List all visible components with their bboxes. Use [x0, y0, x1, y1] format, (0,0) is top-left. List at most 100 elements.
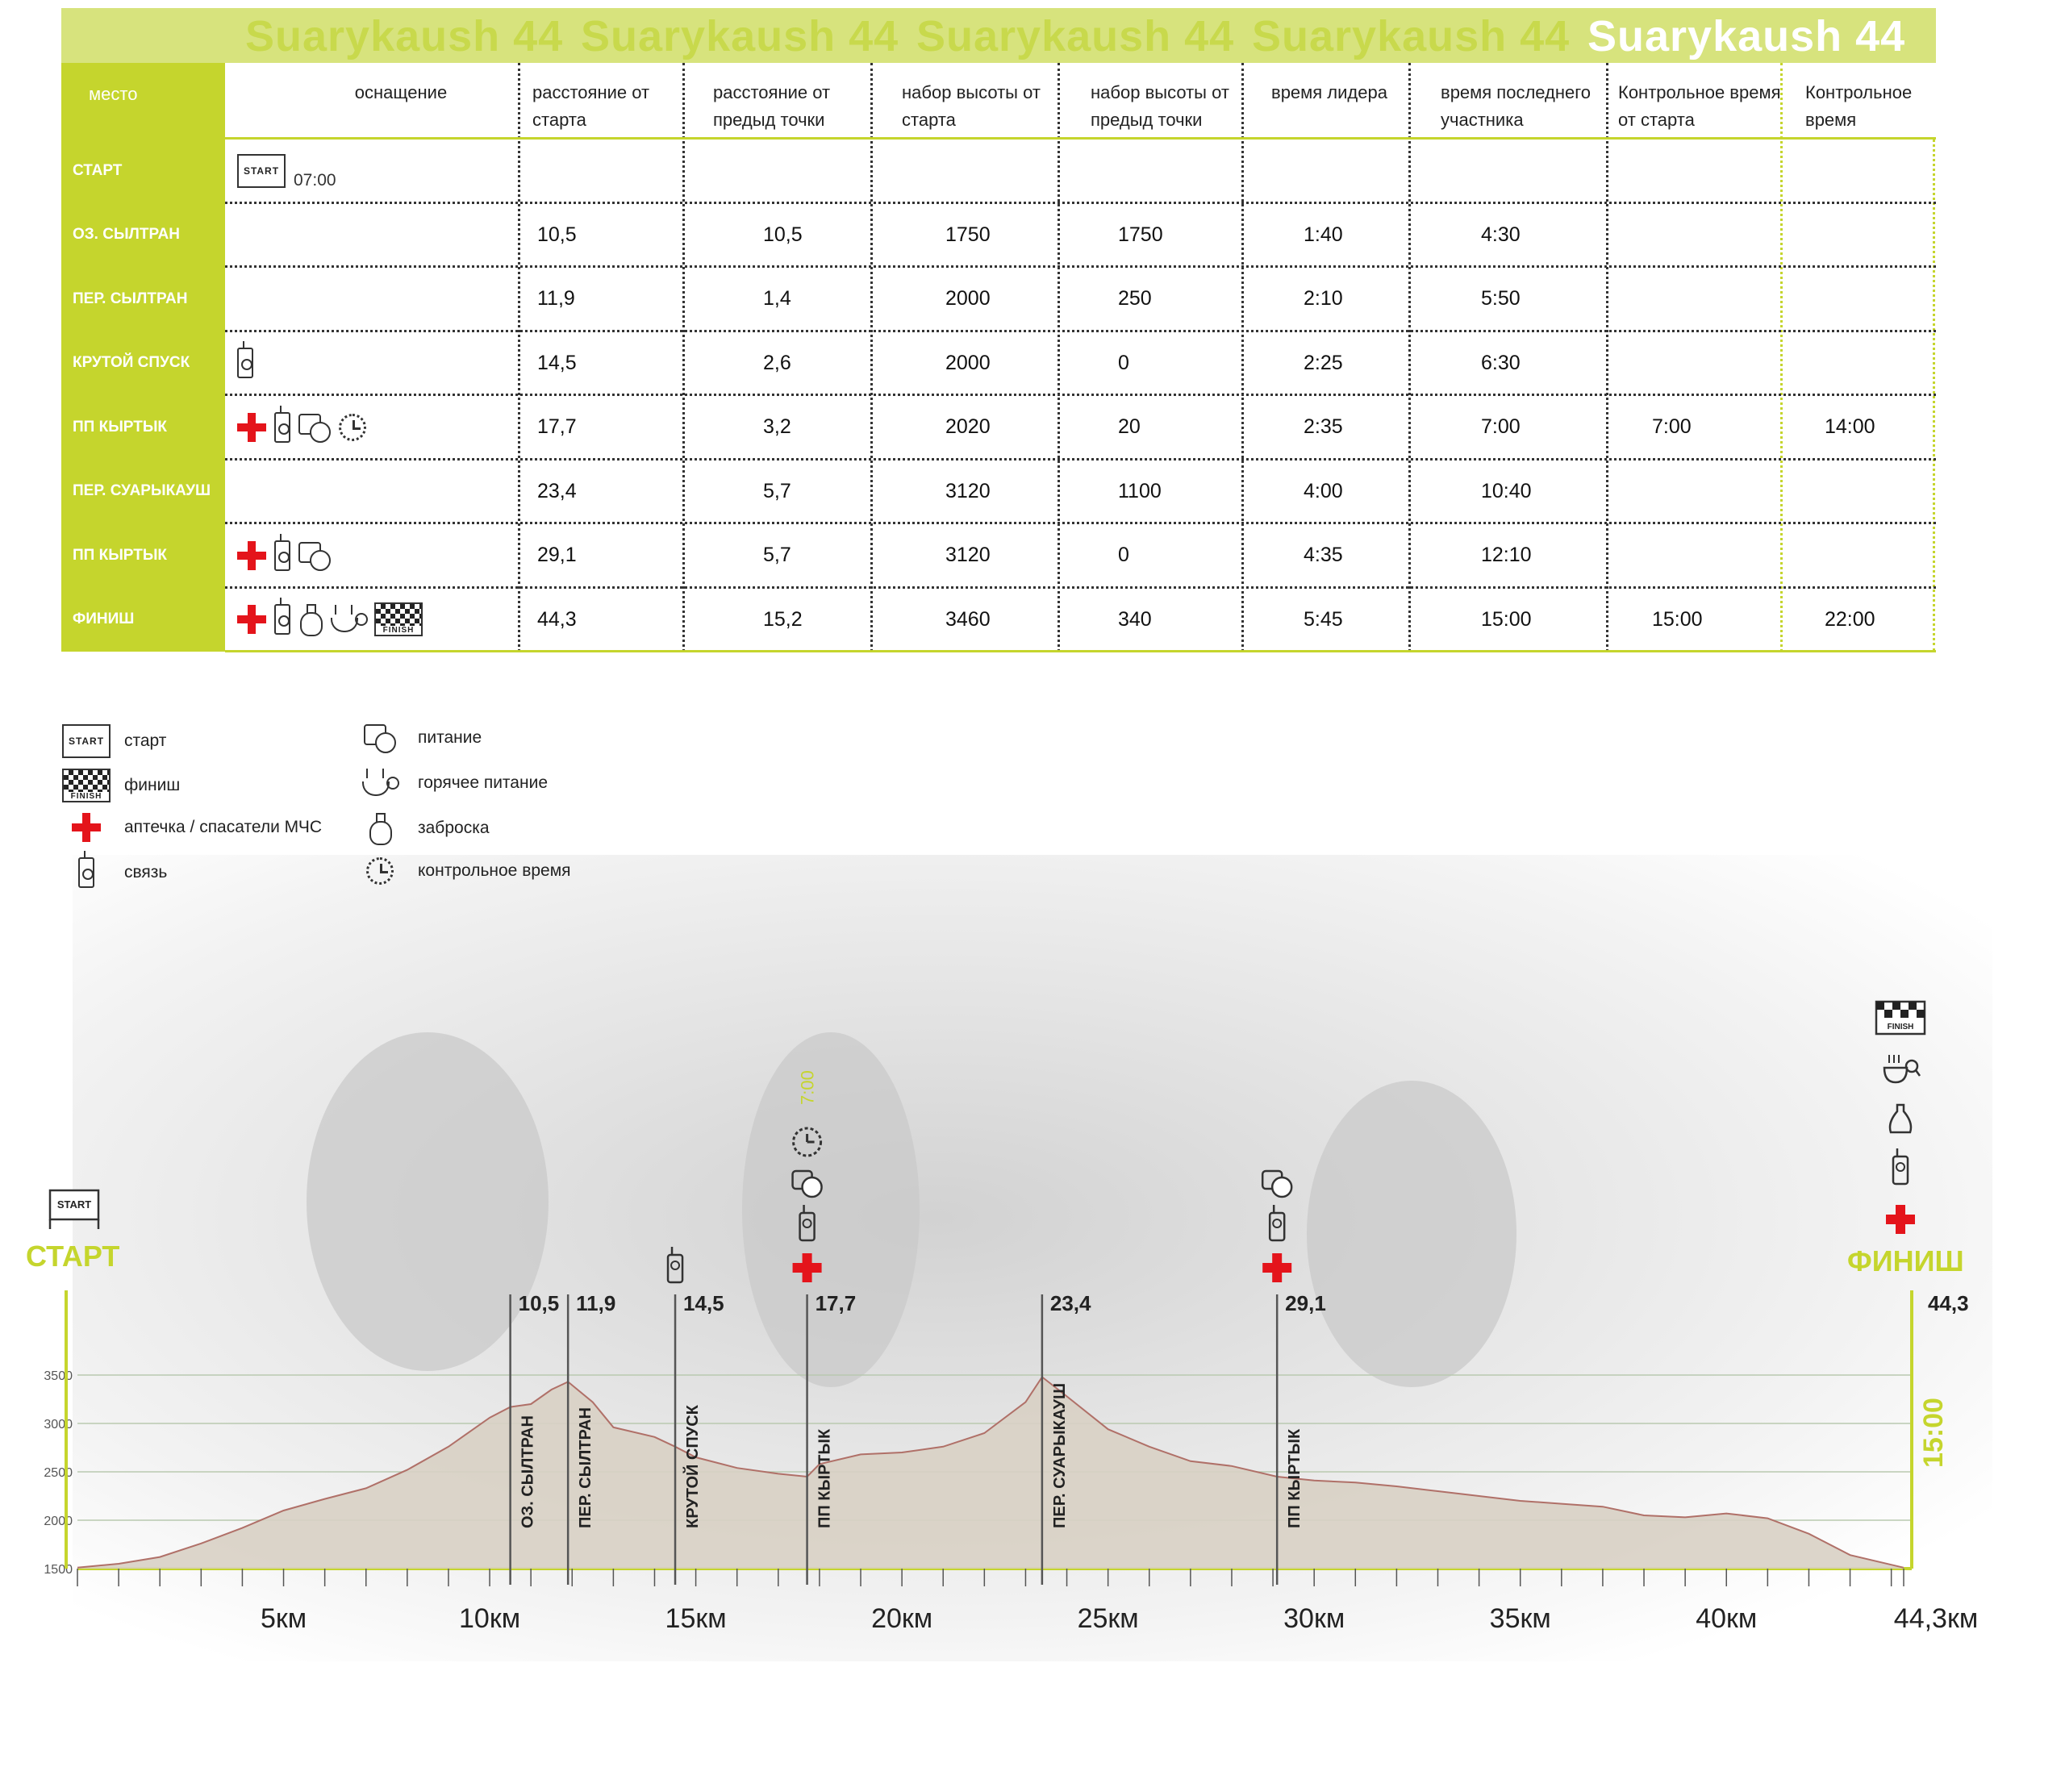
- row-place: ОЗ. СЫЛТРАН: [61, 202, 225, 267]
- banner-title: Suarykaush 44: [1252, 12, 1571, 60]
- icon-shape: [1904, 1059, 1919, 1073]
- icon-shape: [1272, 1253, 1283, 1282]
- legend-label: контрольное время: [418, 861, 571, 880]
- runner-silhouette: [307, 1032, 549, 1371]
- elevation-profile-chart: 1500 2000 2500 3000 3500 5км 10км 15км 20км 25км 3…: [26, 1000, 1978, 1634]
- row-equipment: [237, 523, 331, 588]
- header-cutoff: Контрольное время: [1805, 82, 1913, 130]
- start-label: СТАРТ: [26, 1240, 119, 1273]
- finish-label: ФИНИШ: [1847, 1244, 1964, 1277]
- cell-gain-prev: 340: [1118, 607, 1152, 631]
- checkpoint-distance: 23,4: [1050, 1291, 1091, 1315]
- cell-gain-start: 3120: [945, 479, 991, 502]
- row-place: ПП КЫРТЫК: [61, 395, 225, 460]
- table-divider: [1408, 63, 1411, 652]
- table-divider: [225, 265, 1936, 268]
- radio-icon: [78, 851, 94, 888]
- cell-gain-start: 2000: [945, 287, 991, 310]
- header-dist-prev: расстояние от предыд точки: [713, 82, 831, 130]
- legend-label: финиш: [124, 776, 181, 794]
- cell-last-time: 6:30: [1481, 351, 1521, 374]
- finish-flag-icon: FINISH: [62, 769, 111, 802]
- icon-shape: [802, 1253, 812, 1282]
- cell-last-time: 15:00: [1481, 607, 1532, 631]
- cell-gain-start: 2000: [945, 351, 991, 374]
- header-cutoff-start: Контрольное время от старта: [1618, 82, 1781, 130]
- legend-item: аптечка / спасатели МЧС: [61, 813, 322, 842]
- cell-last-time: 7:00: [1481, 415, 1521, 439]
- banner-title: Suarykaush 44: [1587, 12, 1906, 60]
- icon-shape: [1884, 1010, 1892, 1018]
- icon-shape: [1272, 1219, 1283, 1228]
- cell-dist-prev: 2,6: [763, 351, 791, 374]
- cell-leader-time: 4:00: [1304, 479, 1343, 502]
- row-equipment: FINISH: [237, 588, 423, 652]
- first-aid-icon: [1886, 1205, 1915, 1234]
- cell-last-time: 4:30: [1481, 223, 1521, 246]
- row-place: СТАРТ: [61, 139, 225, 203]
- food-icon: [364, 724, 396, 753]
- legend-icon-box: [355, 724, 405, 753]
- legend-label: связь: [124, 863, 168, 881]
- cell-last-time: 10:40: [1481, 479, 1532, 502]
- start-flag-icon: START: [62, 724, 111, 758]
- table-divider: [225, 650, 1936, 652]
- icon-shape: [801, 1176, 823, 1198]
- table-divider: [225, 137, 1936, 140]
- first-aid-icon: [237, 540, 266, 570]
- title-banner: Suarykaush 44 Suarykaush 44 Suarykaush 4…: [61, 8, 1936, 63]
- icon-shape: [1909, 1002, 1917, 1010]
- legend-label: горячее питание: [418, 773, 548, 792]
- table-divider: [1058, 63, 1060, 652]
- table-divider: [1606, 63, 1608, 652]
- cell-leader-time: 4:35: [1304, 544, 1343, 567]
- runner-silhouette: [1307, 1081, 1516, 1387]
- header-leader-time: время лидера: [1271, 82, 1387, 102]
- cell-dist-prev: 10,5: [763, 223, 803, 246]
- header-equipment: оснащение: [354, 82, 448, 102]
- hot-food-icon: [362, 769, 399, 798]
- x-tick-label: 10км: [459, 1603, 520, 1634]
- hot-food-icon: [1883, 1055, 1921, 1084]
- start-time: 07:00: [294, 170, 336, 190]
- clock-icon: [339, 413, 366, 441]
- row-place: ФИНИШ: [61, 587, 225, 652]
- legend-item: питание: [355, 724, 482, 753]
- radio-icon: [237, 341, 253, 379]
- legend-item: контрольное время: [355, 857, 571, 885]
- cell-dist-prev: 15,2: [763, 607, 803, 631]
- row-place: ПЕР. СУАРЫКАУШ: [61, 459, 225, 523]
- finish-flag-text: FINISH: [1888, 1023, 1914, 1031]
- food-icon: [298, 541, 331, 571]
- table-divider: [870, 63, 873, 652]
- row-place: ПЕР. СЫЛТРАН: [61, 267, 225, 331]
- start-flag-icon: START: [48, 1189, 100, 1229]
- clock-icon: [366, 857, 394, 885]
- checkpoint-name: ОЗ. СЫЛТРАН: [519, 1415, 537, 1528]
- legend-item: связь: [61, 851, 168, 888]
- elevation-line: [77, 1375, 1904, 1569]
- row-equipment: [237, 395, 366, 460]
- cell-leader-time: 1:40: [1304, 223, 1343, 246]
- start-flag-text: START: [57, 1198, 91, 1211]
- checkpoint-distance: 14,5: [683, 1291, 724, 1315]
- cell-leader-time: 5:45: [1304, 607, 1343, 631]
- cell-leader-time: 2:10: [1304, 287, 1343, 310]
- table-row: СТАРТ START 07:00: [61, 139, 1936, 203]
- icon-shape: [799, 1211, 816, 1242]
- x-tick-label: 44,3км: [1894, 1603, 1978, 1634]
- checkpoint-distance: 17,7: [816, 1291, 857, 1315]
- icon-shape: [1917, 1010, 1925, 1018]
- legend-icon-box: [355, 857, 405, 885]
- table-row: ПП КЫРТЫК 29,1 5,7 3120 0 4:35 12:10: [61, 523, 1936, 588]
- table-divider: [225, 522, 1936, 524]
- radio-icon: [666, 1247, 684, 1284]
- x-tick-label: 40км: [1696, 1603, 1757, 1634]
- icon-shape: [1892, 1002, 1900, 1010]
- checkpoint-distance: 10,5: [519, 1291, 560, 1315]
- x-tick-label: 15км: [665, 1603, 727, 1634]
- checkpoint-name: ПЕР. СЫЛТРАН: [577, 1407, 594, 1528]
- header-dist-start: расстояние от старта: [532, 82, 650, 130]
- cell-gain-start: 3460: [945, 607, 991, 631]
- table-row: ПЕР. СЫЛТРАН 11,9 1,4 2000 250 2:10 5:50: [61, 267, 1936, 331]
